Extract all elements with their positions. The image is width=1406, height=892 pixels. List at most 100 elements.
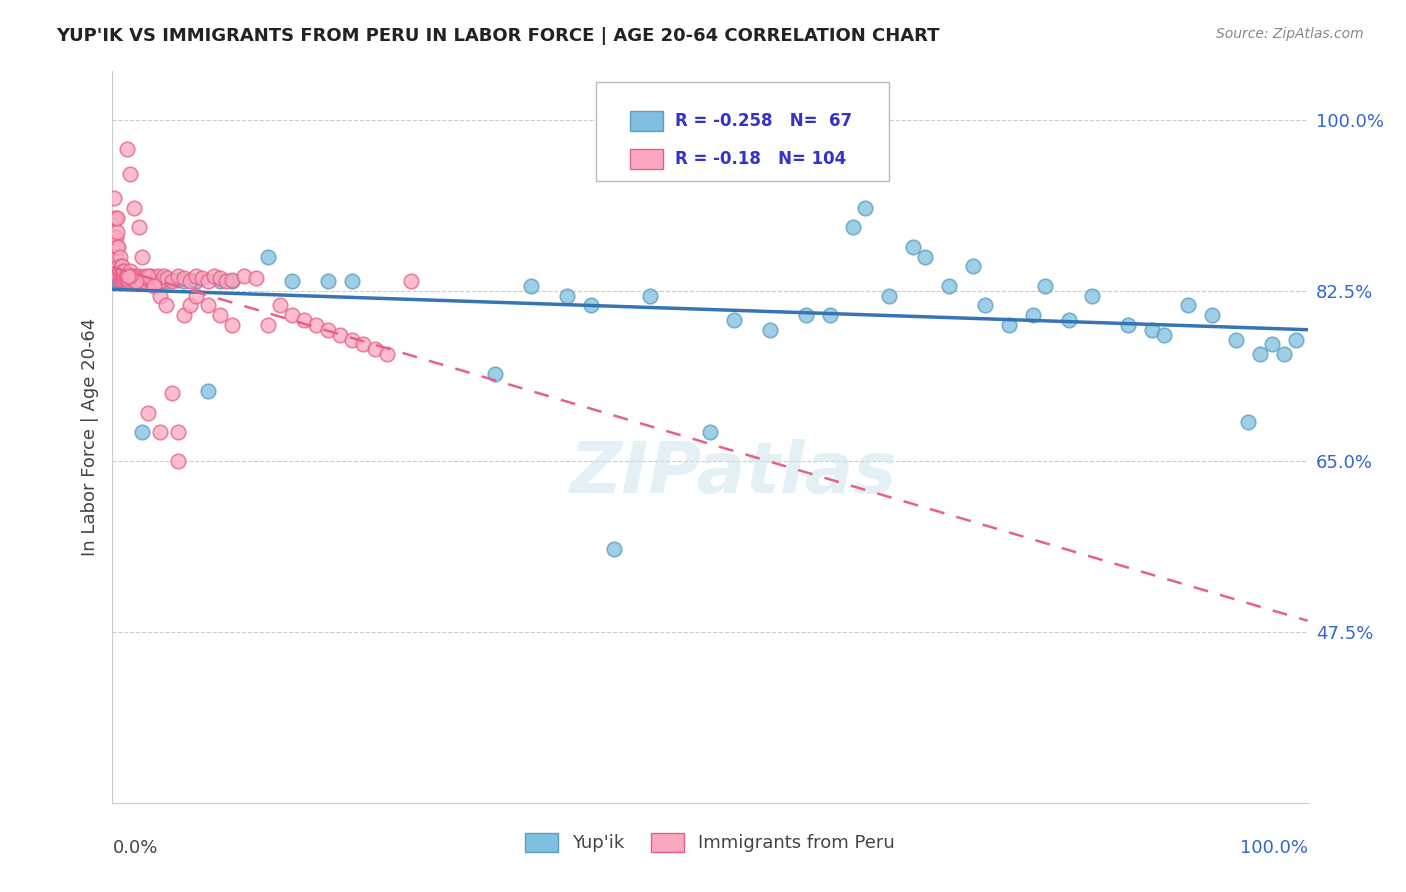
Point — [111, 269, 134, 284]
Point — [111, 275, 134, 289]
Text: Source: ZipAtlas.com: Source: ZipAtlas.com — [1216, 27, 1364, 41]
Point — [127, 271, 149, 285]
Point — [484, 367, 506, 381]
Point — [134, 269, 156, 284]
Point — [142, 274, 165, 288]
Point — [111, 260, 134, 274]
Point — [179, 298, 201, 312]
Point — [723, 313, 745, 327]
Point — [149, 425, 172, 440]
Point — [281, 308, 304, 322]
Point — [117, 269, 139, 284]
Point — [167, 425, 190, 440]
Point — [105, 230, 128, 244]
Point — [120, 167, 142, 181]
FancyBboxPatch shape — [596, 82, 889, 181]
Point — [855, 201, 877, 215]
Point — [1057, 313, 1080, 327]
Point — [1142, 323, 1164, 337]
Point — [340, 333, 363, 347]
Point — [156, 271, 179, 285]
Point — [197, 298, 219, 312]
Text: R = -0.258   N=  67: R = -0.258 N= 67 — [675, 112, 852, 130]
Point — [124, 269, 146, 284]
Point — [173, 308, 195, 322]
Point — [110, 274, 132, 288]
Point — [107, 269, 129, 284]
Point — [114, 269, 136, 284]
Point — [105, 240, 128, 254]
Point — [281, 274, 304, 288]
Point — [115, 273, 138, 287]
Point — [794, 308, 817, 322]
Y-axis label: In Labor Force | Age 20-64: In Labor Force | Age 20-64 — [80, 318, 98, 557]
Point — [129, 273, 152, 287]
Text: 100.0%: 100.0% — [1240, 839, 1308, 857]
Point — [114, 274, 136, 288]
Point — [125, 274, 148, 288]
Point — [121, 269, 143, 284]
Point — [179, 273, 201, 287]
Point — [316, 323, 339, 337]
Point — [138, 269, 160, 284]
Point — [121, 274, 143, 288]
Point — [129, 271, 152, 285]
Point — [186, 274, 208, 288]
Point — [316, 274, 339, 288]
Point — [114, 269, 135, 284]
Point — [842, 220, 865, 235]
Point — [162, 274, 183, 288]
Point — [128, 269, 150, 284]
Point — [108, 274, 131, 288]
Point — [221, 274, 243, 288]
Point — [149, 288, 172, 302]
Point — [110, 269, 132, 284]
Point — [107, 260, 129, 274]
Point — [155, 274, 177, 288]
Point — [209, 271, 232, 285]
Point — [1022, 308, 1045, 322]
Point — [146, 269, 169, 284]
Point — [1285, 333, 1308, 347]
Point — [1225, 333, 1247, 347]
Point — [167, 269, 190, 284]
Point — [105, 274, 128, 288]
Point — [114, 273, 135, 287]
Point — [162, 273, 183, 287]
Point — [1153, 327, 1175, 342]
Point — [104, 274, 127, 288]
Point — [215, 274, 238, 288]
Point — [108, 264, 131, 278]
Point — [903, 240, 925, 254]
Point — [105, 211, 128, 225]
Point — [209, 274, 232, 288]
Point — [221, 318, 243, 332]
Point — [186, 269, 208, 284]
Point — [107, 273, 129, 287]
Point — [131, 274, 153, 288]
Text: 0.0%: 0.0% — [112, 839, 157, 857]
Point — [104, 211, 127, 225]
Point — [221, 273, 243, 287]
Point — [111, 274, 134, 288]
Point — [197, 274, 219, 288]
Point — [122, 274, 145, 288]
Point — [114, 274, 136, 288]
Point — [128, 220, 150, 235]
Point — [257, 318, 280, 332]
Point — [105, 211, 128, 225]
Point — [1081, 288, 1104, 302]
Bar — [630, 111, 664, 131]
Point — [340, 274, 363, 288]
Point — [352, 337, 374, 351]
Point — [105, 250, 128, 264]
Point — [879, 288, 901, 302]
Point — [998, 318, 1021, 332]
Point — [962, 260, 984, 274]
Point — [114, 274, 135, 288]
Point — [138, 273, 160, 287]
Point — [305, 318, 328, 332]
Point — [149, 274, 172, 288]
Point — [114, 264, 135, 278]
Point — [135, 271, 157, 285]
